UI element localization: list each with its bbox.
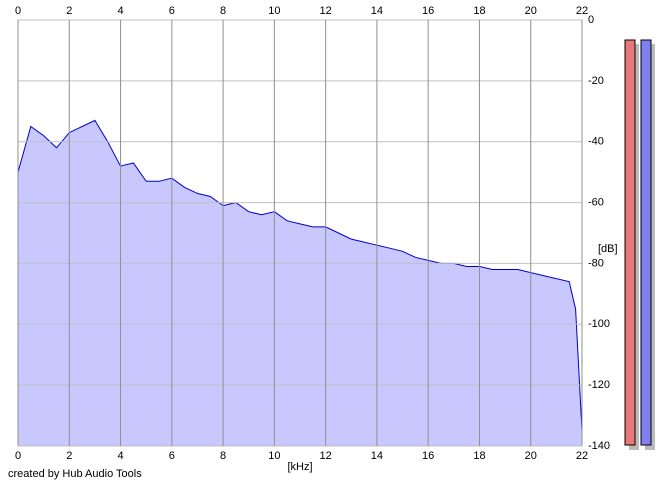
y-tick-label: -120 (588, 379, 610, 391)
footer: created by Hub Audio Tools (8, 468, 142, 480)
level-meter-right (640, 39, 652, 446)
x-tick-label: 14 (371, 450, 383, 462)
area-fill (18, 120, 582, 447)
x-axis-label: [kHz] (287, 461, 312, 473)
x-tick-label: 22 (576, 5, 588, 17)
x-tick-label: 4 (117, 450, 123, 462)
y-tick-label: -60 (588, 196, 604, 208)
spectrum-line (17, 119, 583, 431)
x-tick-label: 20 (525, 5, 537, 17)
x-tick-label: 10 (268, 450, 280, 462)
x-tick-label: 8 (220, 450, 226, 462)
y-axis-label: [dB] (598, 243, 618, 255)
x-tick-label: 2 (66, 450, 72, 462)
x-tick-label: 14 (371, 5, 383, 17)
level-meter-left (624, 39, 636, 446)
x-tick-label: 18 (473, 450, 485, 462)
y-tick-label: -100 (588, 318, 610, 330)
x-tick-label: 16 (422, 5, 434, 17)
x-tick-label: 8 (220, 5, 226, 17)
x-tick-label: 20 (525, 450, 537, 462)
x-tick-label: 0 (15, 5, 21, 17)
y-tick-label: -140 (588, 440, 610, 452)
y-tick-label: 0 (588, 14, 594, 26)
x-tick-label: 12 (320, 450, 332, 462)
x-tick-label: 22 (576, 450, 588, 462)
y-tick-label: -20 (588, 75, 604, 87)
x-tick-label: 16 (422, 450, 434, 462)
x-tick-label: 6 (169, 450, 175, 462)
y-tick-label: -80 (588, 257, 604, 269)
y-tick-label: -40 (588, 136, 604, 148)
x-tick-label: 2 (66, 5, 72, 17)
x-tick-label: 4 (117, 5, 123, 17)
x-tick-label: 12 (320, 5, 332, 17)
x-tick-label: 18 (473, 5, 485, 17)
x-tick-label: 10 (268, 5, 280, 17)
x-tick-label: 6 (169, 5, 175, 17)
x-tick-label: 0 (15, 450, 21, 462)
